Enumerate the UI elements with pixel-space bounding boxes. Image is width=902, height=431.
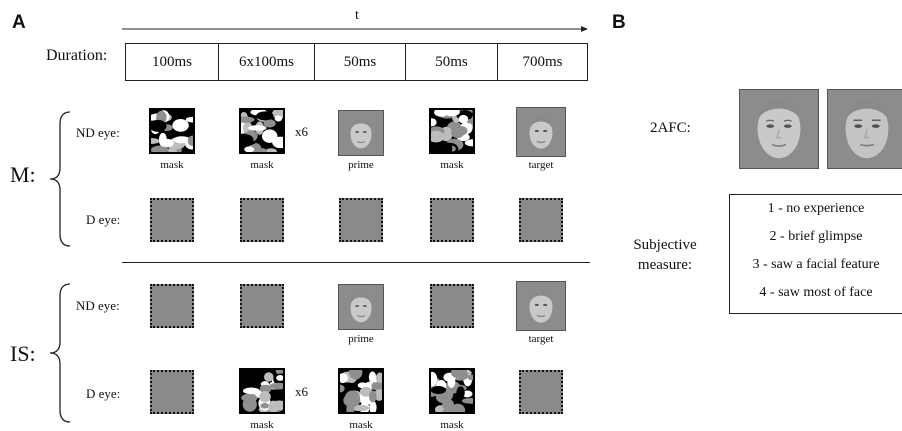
mask-stimulus — [149, 108, 195, 154]
rating-option: 3 - saw a facial feature — [752, 257, 880, 272]
mask-pattern-icon — [241, 110, 283, 152]
stimulus-caption: prime — [348, 333, 374, 345]
face-choice-right — [827, 89, 902, 169]
eye-label: ND eye: — [76, 125, 120, 140]
time-arrow — [122, 26, 588, 32]
stimulus-caption: mask — [440, 159, 464, 171]
stimulus-caption: mask — [349, 419, 373, 431]
blank-gray-stimulus — [150, 198, 194, 242]
prime-face-stimulus — [338, 284, 384, 330]
mask-pattern-icon — [431, 110, 473, 152]
rating-option: 1 - no experience — [767, 201, 865, 216]
subjective-label: Subjective measure: — [610, 235, 720, 275]
stimulus-caption: mask — [250, 159, 274, 171]
blank-gray-stimulus — [150, 284, 194, 328]
face-icon — [828, 90, 902, 168]
eye-label: D eye: — [86, 212, 121, 227]
repeat-label: x6 — [295, 124, 308, 139]
panel-b-letter: B — [612, 12, 626, 33]
stimulus-caption: target — [528, 159, 554, 171]
duration-label: Duration: — [46, 47, 108, 64]
duration-cell: 700ms — [522, 54, 563, 70]
target-face-stimulus — [516, 281, 566, 331]
rating-option: 4 - saw most of face — [759, 285, 873, 300]
stimulus-caption: prime — [348, 159, 374, 171]
blank-gray-stimulus — [430, 198, 474, 242]
duration-table: 100ms 6x100ms 50ms 50ms 700ms — [125, 43, 588, 81]
rating-option: 2 - brief glimpse — [769, 229, 863, 244]
task-label: 2AFC: — [650, 120, 691, 136]
panel-a-letter: A — [12, 12, 26, 33]
duration-cell: 50ms — [406, 44, 498, 80]
face-icon — [740, 90, 818, 168]
face-icon — [339, 285, 383, 329]
mask-stimulus — [429, 108, 475, 154]
repeat-label: x6 — [295, 384, 308, 399]
mask-pattern-icon — [340, 370, 382, 412]
face-choice-left — [739, 89, 819, 169]
eye-label: D eye: — [86, 386, 121, 401]
brace-is — [49, 283, 71, 423]
condition-label-m: M: — [10, 162, 36, 187]
mask-pattern-icon — [151, 110, 193, 152]
brace-m — [49, 111, 71, 247]
rating-scale-box: 1 - no experience 2 - brief glimpse 3 - … — [729, 194, 902, 314]
stimulus-caption: mask — [250, 419, 274, 431]
condition-label-is: IS: — [10, 341, 36, 366]
condition-divider — [122, 262, 590, 263]
stimulus-caption: mask — [160, 159, 184, 171]
mask-stimulus — [239, 368, 285, 414]
eye-label: ND eye: — [76, 298, 120, 313]
target-face-stimulus — [516, 107, 566, 157]
duration-cell: 6x100ms — [219, 44, 315, 80]
mask-pattern-icon — [431, 370, 473, 412]
time-label: t — [355, 8, 359, 23]
blank-gray-stimulus — [339, 198, 383, 242]
stimulus-caption: target — [528, 333, 554, 345]
subjective-label-line2: measure: — [637, 257, 693, 273]
face-icon — [517, 282, 565, 330]
blank-gray-stimulus — [430, 284, 474, 328]
blank-gray-stimulus — [519, 370, 563, 414]
blank-gray-stimulus — [519, 198, 563, 242]
mask-stimulus — [239, 108, 285, 154]
blank-gray-stimulus — [150, 370, 194, 414]
subjective-label-line1: Subjective — [633, 237, 697, 253]
mask-stimulus — [429, 368, 475, 414]
duration-cell: 100ms — [126, 44, 219, 80]
face-icon — [339, 111, 383, 155]
mask-stimulus — [338, 368, 384, 414]
blank-gray-stimulus — [240, 198, 284, 242]
mask-pattern-icon — [241, 370, 283, 412]
prime-face-stimulus — [338, 110, 384, 156]
duration-cell: 50ms — [315, 44, 406, 80]
stimulus-caption: mask — [440, 419, 464, 431]
face-icon — [517, 108, 565, 156]
blank-gray-stimulus — [240, 284, 284, 328]
